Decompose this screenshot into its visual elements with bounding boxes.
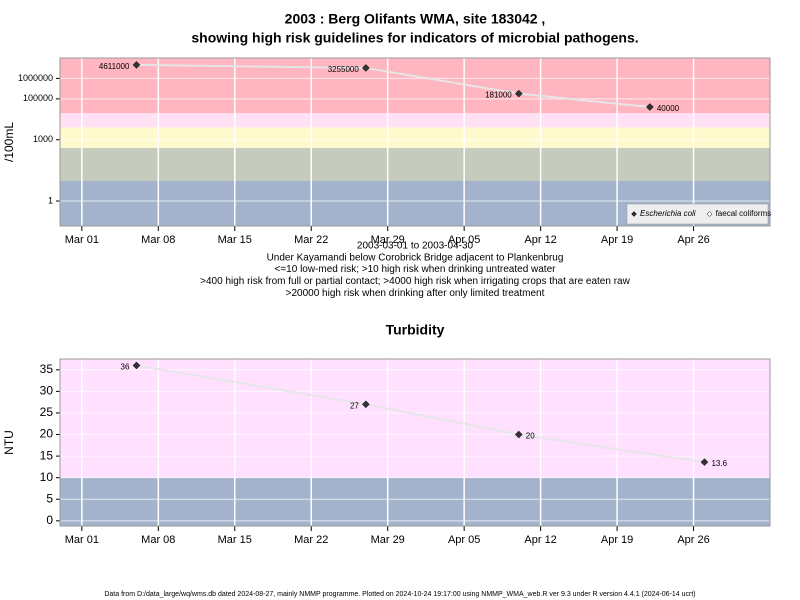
data-point: [132, 61, 141, 69]
y-axis-label: /100mL: [2, 122, 16, 162]
chart-title: 2003 : Berg Olifants WMA, site 183042 ,: [285, 11, 546, 27]
data-point: [514, 430, 523, 439]
plot-frame: [59, 358, 771, 527]
series-line: [136, 364, 705, 464]
data-label: 181000: [485, 91, 512, 100]
risk-band: [60, 58, 770, 114]
data-point: [132, 361, 141, 370]
y-tick-label: 25: [40, 405, 54, 419]
chart-note: <=10 low-med risk; >10 high risk when dr…: [275, 264, 557, 275]
data-point: [361, 400, 370, 409]
x-tick-label: Apr 19: [601, 234, 633, 246]
legend-marker: [706, 211, 713, 217]
y-tick-label: 35: [40, 362, 54, 376]
y-tick-label: 1: [48, 195, 53, 205]
risk-band: [60, 147, 770, 181]
data-label: 27: [350, 401, 359, 410]
chart-note: Under Kayamandi below Corobrick Bridge a…: [267, 252, 564, 263]
data-label: 13.6: [711, 459, 727, 468]
x-tick-label: Apr 19: [601, 534, 633, 546]
series-line: [136, 63, 650, 108]
chart-title: showing high risk guidelines for indicat…: [191, 30, 638, 46]
x-tick-label: Apr 05: [448, 234, 480, 246]
data-label: 36: [121, 363, 130, 372]
y-tick-label: 1000: [33, 134, 53, 144]
x-tick-label: Mar 15: [218, 534, 252, 546]
y-tick-label: 20: [40, 427, 54, 441]
x-tick-label: Mar 29: [371, 534, 405, 546]
x-tick-label: Mar 01: [65, 534, 99, 546]
y-axis-label: NTU: [2, 430, 16, 455]
data-label: 3255000: [328, 65, 360, 74]
data-point: [361, 64, 370, 72]
data-point: [645, 103, 654, 111]
x-tick-label: Apr 05: [448, 534, 480, 546]
legend-label: Escherichia coli: [640, 209, 696, 218]
legend-marker: [631, 211, 637, 217]
x-tick-label: Mar 22: [294, 234, 328, 246]
y-tick-label: 0: [46, 513, 53, 527]
chart-title: Turbidity: [386, 322, 445, 338]
x-tick-label: Mar 08: [141, 234, 175, 246]
x-tick-label: Apr 26: [677, 534, 709, 546]
x-tick-label: Mar 29: [371, 234, 405, 246]
footer: Data from D:/data_large/wq/wms.db dated …: [104, 591, 695, 598]
plot-frame: [59, 57, 771, 227]
data-label: 20: [526, 432, 535, 441]
x-tick-label: Mar 22: [294, 534, 328, 546]
risk-band: [60, 477, 770, 526]
data-point: [514, 89, 523, 98]
data-label: 4611000: [99, 62, 130, 71]
y-tick-label: 100000: [23, 93, 53, 103]
x-tick-label: Mar 08: [141, 534, 175, 546]
chart-note: 2003-03-01 to 2003-04-30: [357, 241, 474, 252]
chart-note: >20000 high risk when drinking after onl…: [286, 288, 545, 299]
data-label: 40000: [657, 104, 680, 113]
data-point: [700, 458, 709, 466]
risk-band: [60, 113, 770, 128]
risk-band: [60, 359, 770, 478]
y-tick-label: 1000000: [18, 73, 53, 83]
y-tick-label: 10: [40, 470, 54, 484]
x-tick-label: Apr 12: [524, 234, 556, 246]
x-tick-label: Mar 15: [218, 234, 252, 246]
x-tick-label: Mar 01: [65, 234, 99, 246]
x-tick-label: Apr 26: [677, 234, 709, 246]
x-tick-label: Apr 12: [524, 534, 556, 546]
risk-band: [60, 127, 770, 148]
y-tick-label: 5: [46, 491, 53, 505]
y-tick-label: 15: [40, 448, 54, 462]
legend-box: [626, 203, 769, 225]
chart-note: >400 high risk from full or partial cont…: [200, 276, 630, 287]
y-tick-label: 30: [40, 384, 54, 398]
legend-label: faecal coliforms: [716, 209, 772, 218]
